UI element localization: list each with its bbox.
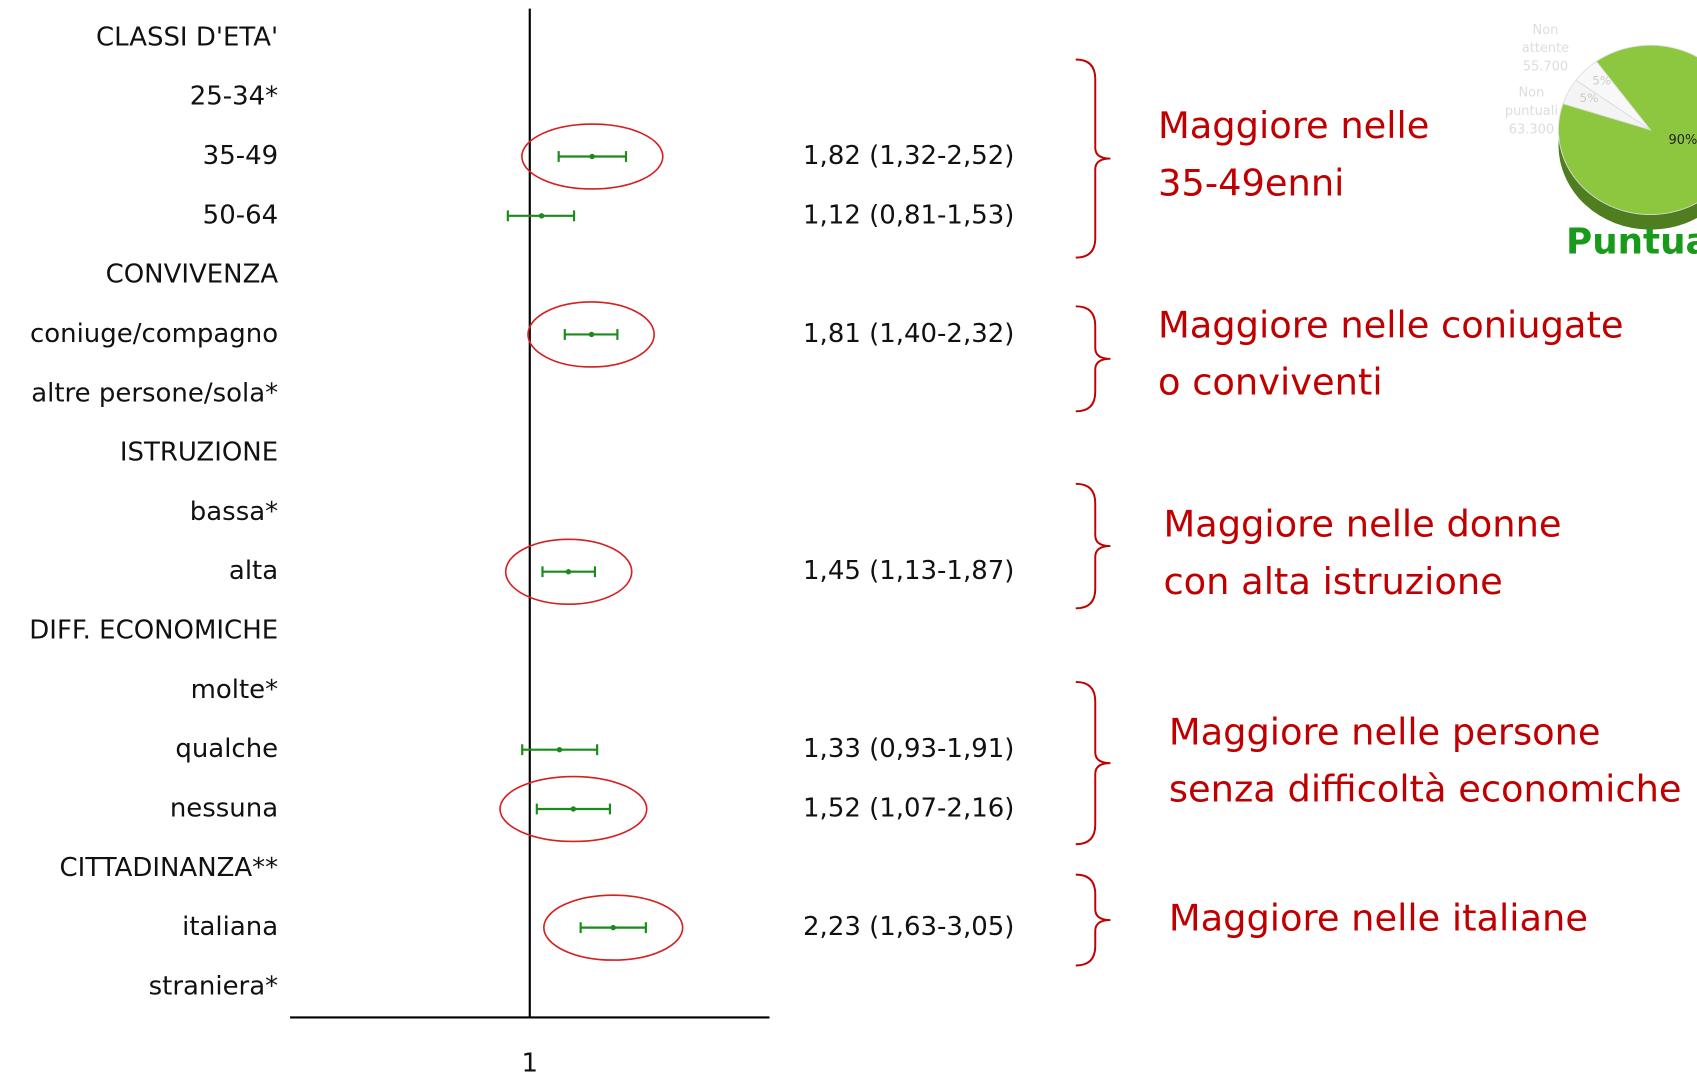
slice-label: 90% [1669, 133, 1697, 148]
category-label: puntuali [1505, 104, 1558, 119]
point-estimate [565, 569, 572, 575]
value-label: 1,33 (0,93-1,91) [803, 734, 1014, 764]
point-estimate [538, 213, 545, 219]
slice-label: 5% [1592, 74, 1611, 88]
row-label: straniera* [149, 971, 279, 1001]
annotation: senza difficoltà economiche [1169, 768, 1682, 811]
row-label: ISTRUZIONE [120, 438, 278, 468]
annotation: Maggiore nelle donne [1163, 503, 1561, 546]
annotation: Maggiore nelle italiane [1169, 897, 1588, 940]
x-tick-label: 1 [522, 1049, 539, 1077]
category-label: attente [1522, 41, 1569, 56]
annotation: 35-49enni [1158, 162, 1344, 205]
annotation: con alta istruzione [1163, 560, 1502, 603]
brace [1075, 482, 1111, 610]
point-estimate [556, 746, 563, 753]
annotation: Maggiore nelle persone [1169, 710, 1601, 753]
value-label: 1,81 (1,40-2,32) [803, 319, 1014, 349]
value-label: 2,23 (1,63-3,05) [803, 912, 1014, 942]
value-label: 1,45 (1,13-1,87) [803, 556, 1014, 586]
point-estimate [589, 153, 595, 160]
category-label: Non [1533, 23, 1559, 38]
point-estimate [570, 806, 577, 812]
point-estimate [588, 331, 595, 338]
value-label: 1,52 (1,07-2,16) [803, 793, 1014, 823]
row-label: CONVIVENZA [106, 260, 279, 290]
count-label: 55.700 [1523, 60, 1568, 75]
slice-label: 5% [1580, 91, 1599, 105]
row-label: 35-49 [203, 141, 278, 171]
annotation: Maggiore nelle [1158, 104, 1429, 147]
category-label: Non [1518, 86, 1544, 101]
row-label: 25-34* [190, 82, 278, 112]
row-label: italiana [182, 912, 278, 942]
row-label: qualche [175, 734, 278, 764]
highlight-ellipse [504, 538, 633, 606]
brace [1075, 680, 1111, 846]
brace [1075, 58, 1111, 259]
row-label: alta [229, 556, 278, 586]
pie-title: Puntua [1566, 222, 1697, 263]
row-label: 50-64 [203, 200, 278, 230]
row-label: altre persone/sola* [31, 378, 278, 408]
annotation: Maggiore nelle coniugate [1158, 303, 1624, 346]
row-label: CLASSI D'ETA' [96, 22, 278, 52]
brace [1075, 873, 1111, 967]
row-label: bassa* [190, 497, 278, 527]
highlight-ellipse [499, 775, 648, 843]
row-label: DIFF. ECONOMICHE [29, 616, 278, 646]
value-label: 1,82 (1,32-2,52) [803, 141, 1014, 171]
annotation: o conviventi [1158, 361, 1383, 404]
highlight-ellipse [527, 301, 655, 368]
row-label: molte* [191, 675, 279, 705]
value-label: 1,12 (0,81-1,53) [803, 200, 1014, 230]
brace [1075, 305, 1111, 413]
highlight-ellipse [543, 894, 684, 961]
count-label: 63.300 [1509, 122, 1554, 137]
point-estimate [610, 924, 616, 931]
pie-slice [1558, 44, 1697, 215]
row-label: CITTADINANZA** [60, 853, 279, 883]
row-label: nessuna [170, 793, 278, 823]
highlight-ellipse [521, 123, 664, 190]
row-label: coniuge/compagno [30, 319, 278, 349]
